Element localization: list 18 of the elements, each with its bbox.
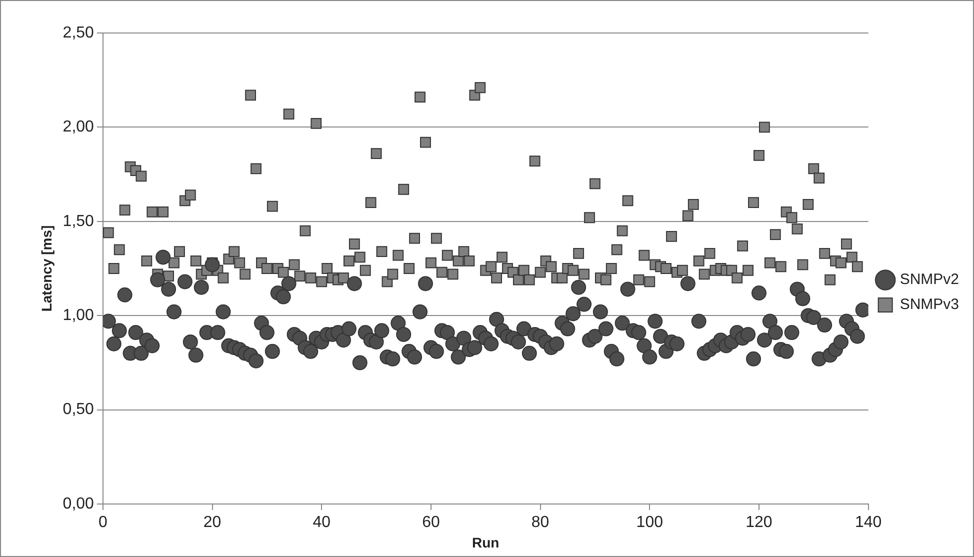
y-tick-label: 1,00 xyxy=(62,307,94,324)
legend-label: SNMPv3 xyxy=(900,296,960,314)
legend-label: SNMPv2 xyxy=(900,271,960,288)
y-tick-label: 0,00 xyxy=(62,495,94,512)
y-tick-label: 2,50 xyxy=(62,24,94,42)
x-tick-label: 120 xyxy=(746,514,772,532)
y-tick-label: 0,50 xyxy=(62,401,94,418)
x-tick-label: 0 xyxy=(98,514,108,532)
y-tick-label: 2,00 xyxy=(62,118,94,136)
x-tick-label: 140 xyxy=(854,514,882,532)
y-tick-label: 1,50 xyxy=(62,212,94,230)
x-tick-label: 80 xyxy=(531,514,550,532)
x-tick-label: 100 xyxy=(636,514,664,532)
x-axis-title: Run xyxy=(472,534,500,550)
y-axis-title: Latency [ms] xyxy=(38,225,54,312)
x-tick-label: 20 xyxy=(203,514,222,532)
x-tick-label: 60 xyxy=(422,514,440,532)
x-tick-label: 40 xyxy=(312,514,331,532)
